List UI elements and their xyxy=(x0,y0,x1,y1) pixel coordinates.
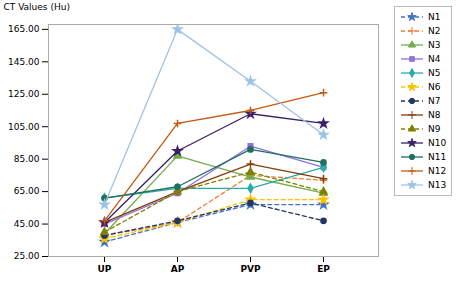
html-text:N4: N4 xyxy=(428,54,441,64)
html-text:N12: N12 xyxy=(428,166,447,176)
html-text:N6: N6 xyxy=(428,82,441,92)
svg-text:45.00: 45.00 xyxy=(14,219,40,229)
svg-text:65.00: 65.00 xyxy=(14,186,40,196)
html-text:N5: N5 xyxy=(428,68,441,78)
html-text:N13: N13 xyxy=(428,180,447,190)
html-text:N3: N3 xyxy=(428,40,441,50)
svg-text:PVP: PVP xyxy=(240,264,261,274)
html-text:N8: N8 xyxy=(428,110,441,120)
svg-text:EP: EP xyxy=(317,264,330,274)
svg-text:25.00: 25.00 xyxy=(14,251,40,261)
svg-text:UP: UP xyxy=(98,264,112,274)
html-text:N9: N9 xyxy=(428,124,441,134)
html-text:N11: N11 xyxy=(428,152,447,162)
html-text:N1: N1 xyxy=(428,12,441,22)
svg-text:105.00: 105.00 xyxy=(8,122,40,132)
html-text:N2: N2 xyxy=(428,26,441,36)
svg-text:165.00: 165.00 xyxy=(8,24,40,34)
svg-text:CT Values (Hu): CT Values (Hu) xyxy=(4,2,70,12)
html-text:N10: N10 xyxy=(428,138,447,148)
svg-text:AP: AP xyxy=(171,264,185,274)
html-text:N7: N7 xyxy=(428,96,441,106)
svg-text:145.00: 145.00 xyxy=(8,57,40,67)
svg-text:85.00: 85.00 xyxy=(14,154,40,164)
svg-text:125.00: 125.00 xyxy=(8,89,40,99)
